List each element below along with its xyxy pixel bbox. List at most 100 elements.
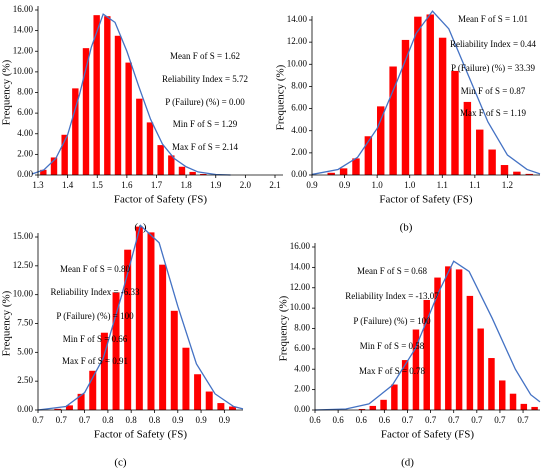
x-axis-title: Factor of Safety (FS) — [381, 429, 475, 441]
bar — [423, 299, 430, 410]
bar — [401, 360, 409, 410]
bar — [520, 403, 528, 410]
x-tick-label: 0.6 — [309, 415, 321, 425]
x-tick-label: 0.9 — [339, 180, 351, 190]
y-tick-label: 8.00 — [294, 323, 310, 333]
bar — [104, 16, 111, 175]
bar — [82, 48, 90, 175]
bar — [189, 171, 196, 175]
bar — [451, 70, 459, 175]
x-axis-title: Factor of Safety (FS) — [94, 429, 188, 441]
bar — [463, 101, 472, 175]
bar — [200, 173, 207, 175]
y-tick-label: 0.00 — [17, 169, 33, 179]
x-tick-label: 0.7 — [32, 415, 44, 425]
x-tick-label: 0.8 — [149, 415, 161, 425]
annotation: Min F of S = 1.29 — [173, 119, 238, 129]
bar — [89, 370, 97, 410]
bar — [135, 226, 143, 410]
annotation: P (Failure) (%) = 100 — [353, 316, 431, 326]
y-tick-label: 10.00 — [290, 302, 311, 312]
bar — [488, 149, 496, 175]
bar — [364, 136, 373, 175]
bar — [513, 171, 521, 175]
x-tick-label: 1.2 — [502, 180, 513, 190]
bar — [170, 310, 178, 410]
bar — [499, 380, 506, 410]
x-tick-label: 0.7 — [79, 415, 91, 425]
x-tick-label: 0.6 — [379, 415, 391, 425]
x-tick-label: 0.8 — [102, 415, 114, 425]
x-tick-label: 0.9 — [172, 415, 184, 425]
fit-curve — [31, 13, 231, 176]
bar — [50, 157, 58, 175]
bar — [114, 35, 122, 175]
annotation: Reliability Index = 0.44 — [450, 39, 537, 49]
bar — [339, 168, 348, 175]
bar — [414, 16, 422, 175]
y-tick-label: 12.50 — [13, 260, 34, 270]
x-tick-label: 1.0 — [404, 180, 416, 190]
bar — [455, 269, 463, 410]
bar — [65, 405, 73, 410]
fit-curve — [311, 10, 541, 176]
annotation: Reliability Index = 5.72 — [162, 74, 248, 84]
y-tick-label: 6.00 — [294, 343, 310, 353]
y-tick-label: 4.00 — [294, 363, 310, 373]
y-tick-label: 10.00 — [13, 289, 34, 299]
x-tick-label: 2.1 — [269, 180, 280, 190]
y-tick-label: 5.00 — [17, 346, 33, 356]
x-tick-label: 1.9 — [210, 180, 222, 190]
annotation: Reliability Index = -6.33 — [50, 287, 140, 297]
x-tick-label: 0.8 — [126, 415, 138, 425]
annotation: Min F of S = 0.58 — [360, 341, 425, 351]
annotation: Max F of S = 1.19 — [460, 108, 527, 118]
bar — [229, 406, 237, 410]
annotation: Max F of S = 0.91 — [62, 356, 128, 366]
bar — [380, 399, 387, 410]
y-tick-label: 16.00 — [290, 241, 311, 251]
x-tick-label: 0.7 — [471, 415, 483, 425]
y-axis-title: Frequency (%) — [1, 59, 13, 125]
bar — [61, 134, 68, 175]
bar — [40, 169, 47, 175]
bar — [100, 332, 108, 410]
bar — [72, 88, 79, 175]
bar — [509, 393, 517, 410]
y-tick-label: 12.00 — [290, 282, 311, 292]
y-tick-label: 15.00 — [13, 231, 34, 241]
y-tick-label: 12.00 — [287, 36, 308, 46]
bar — [358, 408, 366, 410]
x-tick-label: 0.7 — [56, 415, 68, 425]
y-tick-label: 8.00 — [291, 80, 307, 90]
x-tick-label: 1.6 — [121, 180, 133, 190]
bar — [178, 166, 186, 175]
annotation: Max F of S = 2.14 — [172, 142, 239, 152]
annotation: Mean F of S = 1.01 — [458, 14, 528, 24]
bar — [54, 408, 62, 410]
y-tick-label: 7.50 — [17, 318, 33, 328]
y-tick-label: 14.00 — [287, 14, 308, 24]
y-tick-label: 0.00 — [294, 404, 310, 414]
bar — [531, 406, 538, 410]
bar — [352, 158, 360, 175]
x-tick-label: 1.3 — [32, 180, 44, 190]
x-tick-label: 1.7 — [151, 180, 163, 190]
bar — [500, 165, 509, 175]
bar — [93, 15, 100, 175]
y-tick-label: 12.00 — [13, 45, 34, 55]
bar — [466, 295, 474, 410]
x-tick-label: 2.0 — [240, 180, 252, 190]
y-axis-title: Frequency (%) — [1, 290, 13, 356]
annotation: Min F of S = 0.87 — [461, 86, 526, 96]
bar — [389, 66, 397, 175]
bar — [124, 249, 132, 410]
bar — [369, 405, 377, 410]
x-tick-label: 0.7 — [494, 415, 506, 425]
bar — [205, 391, 213, 410]
panel-label: (d) — [401, 457, 414, 469]
annotation: P (Failure) (%) = 100 — [56, 311, 134, 321]
y-tick-label: 2.00 — [294, 384, 310, 394]
x-tick-label: 1.1 — [437, 180, 448, 190]
